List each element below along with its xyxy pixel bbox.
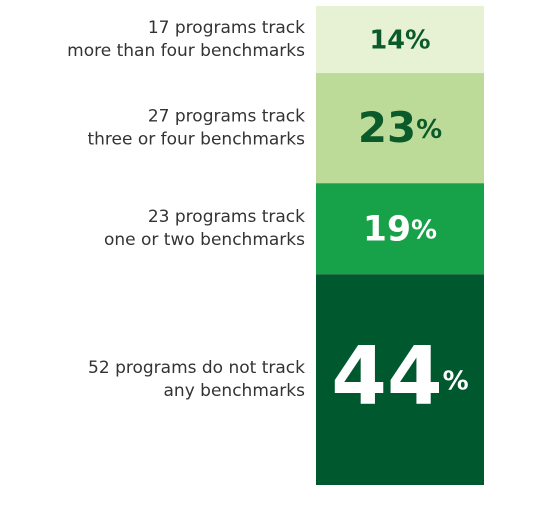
category-label: more than four benchmarks xyxy=(67,41,305,61)
category-label: 52 programs do not track xyxy=(88,358,305,378)
segment xyxy=(316,274,484,485)
value-label: 14% xyxy=(370,26,431,56)
segment xyxy=(316,183,484,275)
value-number: 19 xyxy=(363,209,411,249)
value-unit: % xyxy=(411,215,437,245)
category-label: 27 programs track xyxy=(148,107,305,127)
category-label: 17 programs track xyxy=(148,18,305,38)
value-unit: % xyxy=(405,26,431,56)
value-unit: % xyxy=(443,366,469,396)
value-label: 19% xyxy=(363,209,437,249)
value-label: 23% xyxy=(358,103,442,152)
segment xyxy=(316,73,484,184)
segment xyxy=(316,6,484,74)
category-label: three or four benchmarks xyxy=(87,130,305,150)
value-unit: % xyxy=(416,115,442,145)
value-number: 14 xyxy=(370,26,405,56)
category-label: one or two benchmarks xyxy=(104,230,305,250)
value-number: 44 xyxy=(331,330,442,423)
category-label: any benchmarks xyxy=(164,381,306,401)
category-label: 23 programs track xyxy=(148,207,305,227)
value-label: 44% xyxy=(331,330,468,423)
value-number: 23 xyxy=(358,103,416,152)
